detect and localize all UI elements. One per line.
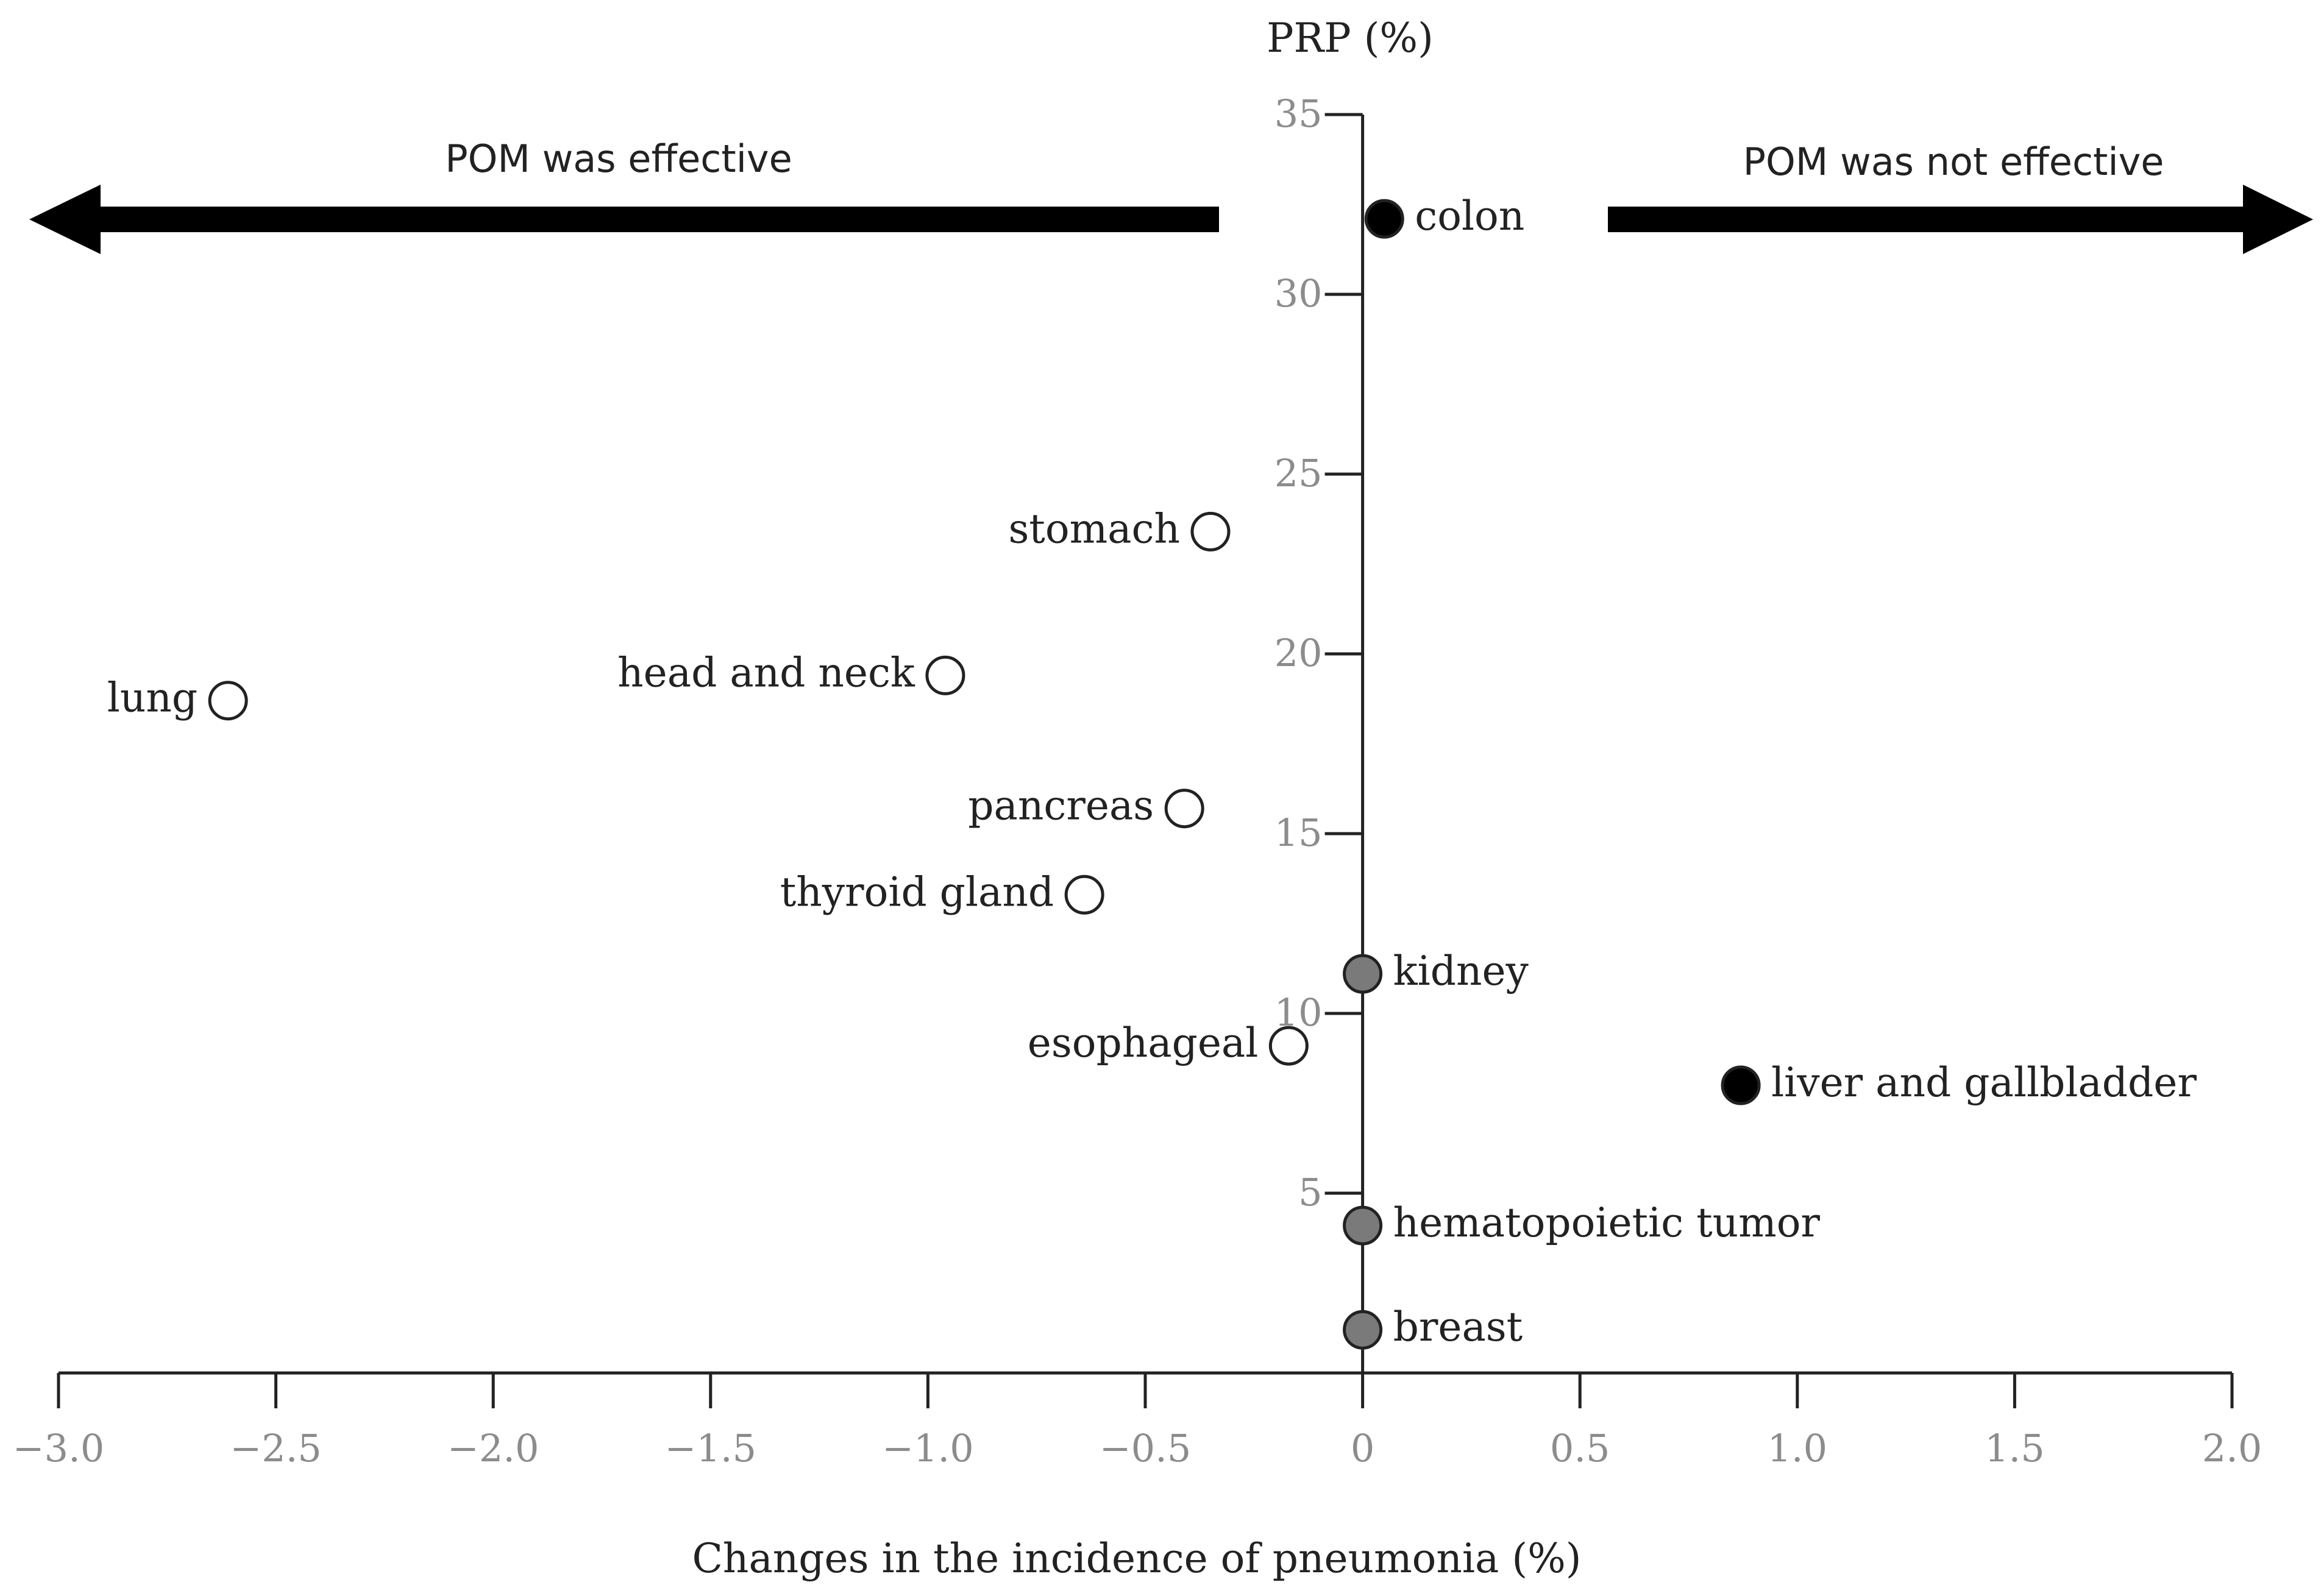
x-tick-label: 1.5 bbox=[1985, 1426, 2045, 1470]
data-point-label: kidney bbox=[1393, 948, 1529, 995]
right-arrow-head bbox=[2243, 185, 2313, 254]
x-axis-title: Changes in the incidence of pneumonia (%… bbox=[692, 1535, 1581, 1582]
y-axis-title: PRP (%) bbox=[1267, 15, 1434, 62]
data-point-label: breast bbox=[1393, 1303, 1523, 1350]
x-tick-label: 1.0 bbox=[1767, 1426, 1827, 1470]
x-tick-label: −2.0 bbox=[447, 1426, 539, 1470]
left-arrow-head bbox=[29, 185, 101, 254]
data-point-label: head and neck bbox=[617, 649, 915, 696]
data-point bbox=[208, 681, 248, 721]
x-tick-label: 0 bbox=[1351, 1426, 1374, 1470]
data-point bbox=[1164, 789, 1204, 829]
data-point bbox=[1364, 199, 1404, 239]
data-point-label: lung bbox=[107, 675, 197, 722]
data-point bbox=[1343, 1205, 1383, 1246]
data-point bbox=[1343, 954, 1383, 994]
data-point bbox=[1064, 874, 1104, 915]
right-arrow-shaft bbox=[1608, 207, 2254, 232]
y-tick-label: 15 bbox=[1274, 810, 1323, 855]
data-point-label: thyroid gland bbox=[780, 868, 1054, 915]
y-tick-label: 30 bbox=[1274, 271, 1323, 316]
right-arrow-label: POM was not effective bbox=[1743, 140, 2164, 184]
y-tick-label: 35 bbox=[1274, 91, 1323, 136]
x-tick-label: 0.5 bbox=[1550, 1426, 1610, 1470]
data-point-label: pancreas bbox=[968, 782, 1154, 829]
left-arrow-shaft bbox=[91, 207, 1219, 232]
data-point bbox=[1190, 511, 1231, 552]
data-point-label: esophageal bbox=[1028, 1020, 1259, 1066]
data-point bbox=[925, 655, 965, 695]
data-point bbox=[1268, 1026, 1309, 1066]
y-tick-label: 20 bbox=[1274, 631, 1323, 675]
data-point-label: colon bbox=[1415, 193, 1524, 239]
x-tick-label: −1.0 bbox=[882, 1426, 974, 1470]
left-arrow-label: POM was effective bbox=[445, 137, 792, 181]
data-point-label: hematopoietic tumor bbox=[1393, 1199, 1821, 1246]
x-tick-label: −3.0 bbox=[13, 1426, 105, 1470]
x-tick-label: −0.5 bbox=[1100, 1426, 1192, 1470]
x-tick-label: −2.5 bbox=[230, 1426, 322, 1470]
y-tick-label: 5 bbox=[1298, 1170, 1322, 1215]
data-point-label: stomach bbox=[1008, 505, 1180, 552]
y-tick-label: 25 bbox=[1274, 451, 1323, 495]
axes: −3.0 −2.5 −2.0 −1.5 −1.0 −0.5 0 0.5 1.0 1.5 2.0510… bbox=[13, 91, 2262, 1470]
data-point bbox=[1721, 1065, 1761, 1105]
x-tick-label: −1.5 bbox=[665, 1426, 757, 1470]
data-point bbox=[1343, 1310, 1383, 1350]
x-tick-label: 2.0 bbox=[2202, 1426, 2262, 1470]
effectiveness-arrows: POM was effective POM was not effective bbox=[29, 137, 2313, 254]
data-points: colon stomach head and neck lung pancreas thy… bbox=[107, 193, 2197, 1350]
data-point-label: liver and gallbladder bbox=[1771, 1059, 2197, 1106]
